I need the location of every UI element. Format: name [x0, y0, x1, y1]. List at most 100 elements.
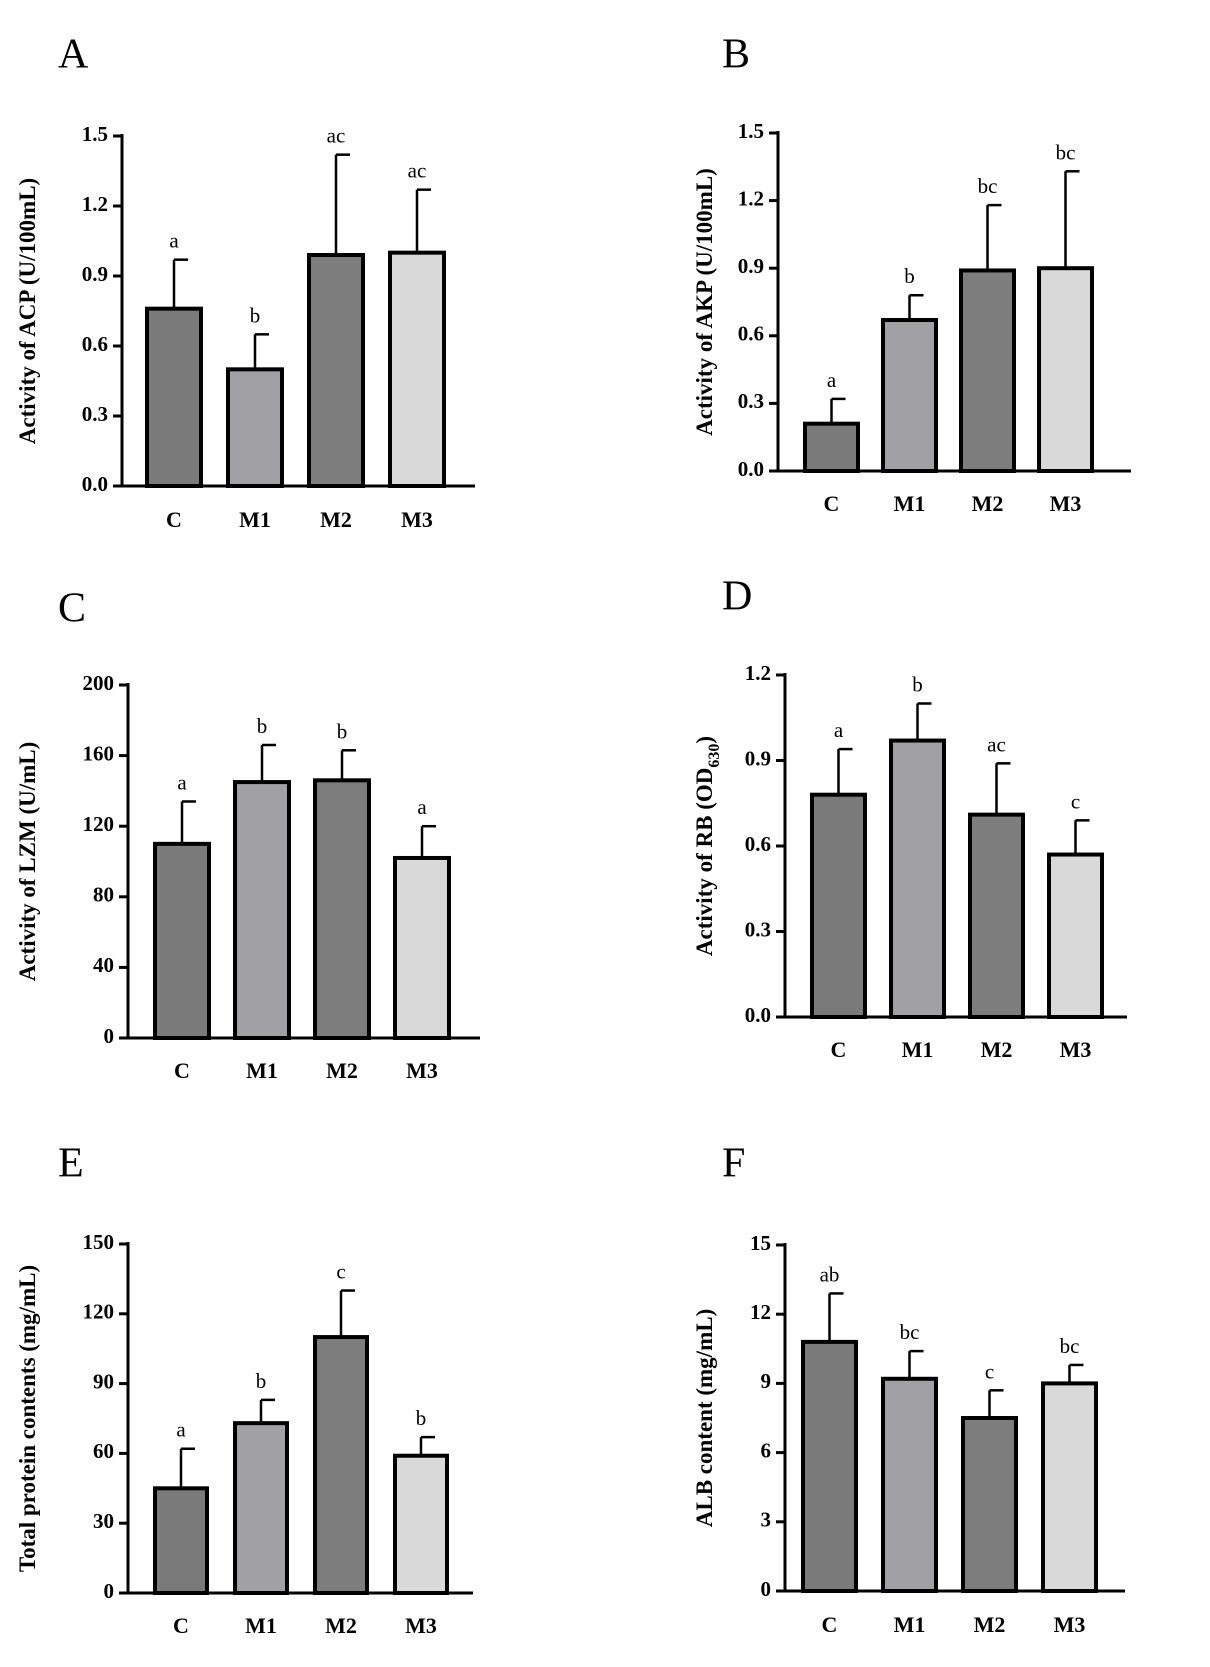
panel-e-y-tick-label: 150 [83, 1230, 115, 1254]
panel-f-y-axis-title: ALB content (mg/mL) [692, 1309, 717, 1527]
panel-f-bar [881, 1376, 938, 1593]
panel-a-y-tick-label: 0.6 [82, 332, 108, 356]
panel-f-y-tick-label: 6 [761, 1438, 772, 1462]
panel-e-category-label: C [173, 1613, 189, 1638]
panel-b-category-label: C [824, 491, 840, 516]
panel-c-bar [153, 841, 211, 1040]
panel-f-significance-label: ab [820, 1262, 840, 1286]
panel-f-bar [1041, 1381, 1098, 1594]
panel-d-significance-label: b [912, 673, 923, 697]
panel-e-category-label: M2 [325, 1613, 357, 1638]
panel-d-bar [968, 812, 1025, 1020]
panel-a-category-label: M3 [401, 507, 433, 532]
panel-a-significance-label: ac [327, 124, 346, 148]
panel-d-y-tick-label: 0.0 [745, 1003, 771, 1027]
panel-b-category-label: M3 [1050, 491, 1082, 516]
panel-f-category-label: M3 [1054, 1612, 1086, 1637]
panel-f-y-tick-label: 0 [761, 1577, 772, 1601]
panel-c-significance-label: b [337, 719, 348, 743]
panel-a-y-tick-label: 1.5 [82, 122, 108, 146]
panel-c-label: C [58, 586, 86, 632]
panel-a-significance-label: a [169, 229, 179, 253]
panel-d-y-tick-label: 1.2 [745, 661, 771, 685]
panel-c-bar [393, 855, 451, 1040]
panel-b-label: B [722, 32, 750, 78]
panel-c-category-label: M1 [246, 1058, 278, 1083]
panel-f-y-tick-label: 12 [750, 1300, 771, 1324]
panel-a-category-label: M2 [320, 507, 352, 532]
panel-a-y-tick-label: 0.9 [82, 262, 108, 286]
panel-b-bar [881, 318, 938, 473]
panel-a-label: A [58, 32, 89, 78]
panel-e-significance-label: b [416, 1406, 427, 1430]
panel-b-category-label: M2 [972, 491, 1004, 516]
panel-e-bar [393, 1453, 449, 1596]
panel-a-category-label: C [166, 507, 182, 532]
panel-c-y-tick-label: 40 [93, 953, 114, 977]
panel-d-y-axis-title: Activity of RB (OD630) [692, 736, 723, 956]
panel-c-y-tick-label: 200 [83, 671, 115, 695]
panel-e-significance-label: c [336, 1260, 345, 1284]
panel-b-y-tick-label: 1.5 [738, 119, 764, 143]
panel-f-bar [801, 1339, 858, 1593]
panel-e-y-tick-label: 120 [83, 1300, 115, 1324]
panel-f-significance-label: bc [1060, 1334, 1080, 1358]
panel-b-y-tick-label: 0.0 [738, 457, 764, 481]
panel-e-bar [153, 1486, 209, 1596]
panel-a-bar [226, 367, 284, 489]
panel-a-bar [145, 306, 203, 488]
panel-b-significance-label: bc [978, 174, 998, 198]
panel-f-category-label: C [822, 1612, 838, 1637]
panel-f-y-tick-label: 15 [750, 1231, 771, 1255]
panel-c-category-label: M3 [406, 1058, 438, 1083]
panel-b-significance-label: b [904, 264, 915, 288]
panel-d-significance-label: ac [987, 732, 1006, 756]
panel-d-y-tick-label: 0.6 [745, 832, 771, 856]
panel-f-bar [961, 1416, 1018, 1593]
panel-b-y-tick-label: 0.3 [738, 389, 764, 413]
panel-d-bar [1047, 852, 1104, 1019]
panel-d-category-label: M2 [981, 1037, 1013, 1062]
panel-f-label: F [722, 1141, 745, 1187]
panel-c-bar [313, 778, 371, 1040]
panel-a-significance-label: ac [408, 159, 427, 183]
panel-b-bar [1037, 266, 1094, 474]
panel-d-y-tick-label: 0.9 [745, 746, 771, 770]
panel-b-significance-label: a [827, 368, 837, 392]
panel-d-y-tick-label: 0.3 [745, 917, 771, 941]
panel-c-bar [233, 780, 291, 1041]
panel-e-category-label: M3 [405, 1613, 437, 1638]
panel-b-significance-label: bc [1056, 140, 1076, 164]
panel-a-category-label: M1 [239, 507, 271, 532]
panel-e-y-tick-label: 90 [93, 1369, 114, 1393]
panel-e-category-label: M1 [245, 1613, 277, 1638]
panel-e-significance-label: a [176, 1418, 186, 1442]
panel-e-label: E [58, 1141, 84, 1187]
panel-e-significance-label: b [256, 1369, 267, 1393]
panel-a-bar [388, 250, 446, 488]
panel-f-y-tick-label: 9 [761, 1369, 772, 1393]
panel-d-bar [810, 792, 867, 1020]
panel-c-category-label: M2 [326, 1058, 358, 1083]
panel-b-bar [959, 268, 1016, 473]
panel-d-category-label: C [831, 1037, 847, 1062]
panel-b-y-tick-label: 0.6 [738, 322, 764, 346]
panel-e-bar [313, 1335, 369, 1595]
panel-c-y-tick-label: 0 [104, 1024, 115, 1048]
panel-b-bar [803, 421, 860, 473]
panel-d-category-label: M1 [902, 1037, 934, 1062]
panel-f-significance-label: c [985, 1359, 994, 1383]
panel-a-y-tick-label: 0.0 [82, 472, 108, 496]
panel-b-y-tick-label: 1.2 [738, 186, 764, 210]
panel-c-y-tick-label: 80 [93, 883, 114, 907]
panel-a-y-axis-title: Activity of ACP (U/100mL) [15, 178, 40, 444]
panel-e-y-tick-label: 30 [93, 1509, 114, 1533]
panel-b-y-tick-label: 0.9 [738, 254, 764, 278]
panel-d-label: D [722, 574, 752, 620]
panel-d-significance-label: c [1071, 789, 1080, 813]
panel-a-y-tick-label: 1.2 [82, 192, 108, 216]
panel-a-y-tick-label: 0.3 [82, 402, 108, 426]
panel-b-y-axis-title: Activity of AKP (U/100mL) [692, 168, 717, 436]
panel-f-category-label: M1 [894, 1612, 926, 1637]
